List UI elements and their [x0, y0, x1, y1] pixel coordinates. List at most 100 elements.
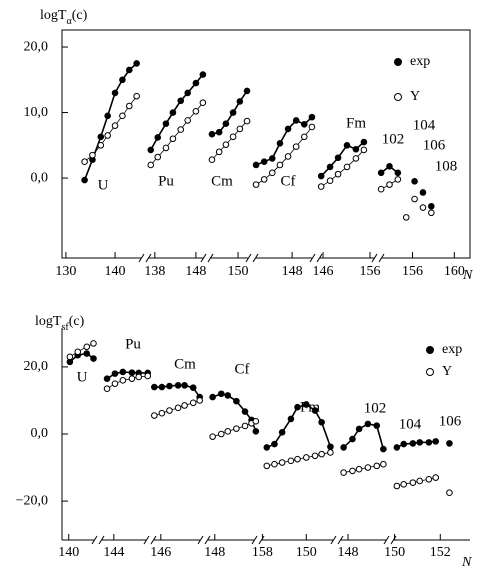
axis-break	[309, 253, 316, 263]
data-point	[263, 462, 271, 470]
x-tick-label: 152	[430, 545, 451, 560]
data-point	[174, 404, 182, 412]
data-point	[119, 368, 127, 376]
data-point	[326, 163, 334, 171]
data-point	[302, 401, 310, 408]
data-point	[349, 435, 356, 443]
data-point	[236, 125, 244, 133]
data-point	[233, 425, 240, 432]
axis-break	[150, 535, 157, 545]
x-tick-label: 140	[105, 264, 126, 279]
y-tick-label: 20,0	[24, 39, 49, 54]
group-label: U	[98, 177, 109, 193]
data-point	[222, 141, 230, 148]
data-point	[411, 195, 418, 203]
data-point	[209, 393, 216, 401]
data-point	[327, 449, 334, 456]
group-label: 104	[413, 117, 436, 133]
data-point	[119, 112, 126, 120]
data-point	[177, 126, 185, 133]
axis-break-gap	[374, 255, 382, 261]
data-point	[147, 146, 155, 154]
data-point	[326, 177, 334, 184]
data-point	[360, 138, 368, 146]
data-point	[419, 189, 427, 196]
y-axis-label-part: α	[66, 16, 72, 27]
data-point	[133, 92, 140, 100]
data-point	[428, 202, 435, 210]
data-point	[364, 464, 372, 471]
x-tick-label: 148	[282, 264, 303, 279]
axis-break-gap	[333, 537, 341, 543]
data-point	[224, 392, 232, 399]
data-point	[287, 457, 295, 465]
data-point	[300, 133, 308, 141]
data-point	[192, 79, 200, 87]
y-tick-label: 20,0	[24, 359, 49, 374]
axis-break	[197, 535, 204, 545]
data-point	[278, 459, 286, 466]
data-point	[66, 353, 74, 361]
group-label: Pu	[158, 173, 174, 189]
data-point	[169, 135, 177, 143]
data-point	[192, 107, 200, 115]
data-point	[300, 121, 308, 128]
data-point	[271, 440, 278, 448]
data-point	[318, 418, 325, 426]
data-point	[327, 443, 334, 451]
x-tick-label: 138	[144, 264, 165, 279]
data-point	[334, 170, 342, 178]
x-tick-label: 130	[55, 264, 76, 279]
axis-break	[378, 253, 385, 263]
data-point	[125, 102, 133, 110]
data-point	[252, 417, 260, 425]
group-label: Cf	[235, 361, 250, 377]
data-point	[409, 479, 417, 486]
plot-frame	[61, 29, 471, 259]
data-point	[111, 89, 119, 97]
data-point	[83, 343, 91, 351]
axis-break	[330, 535, 337, 545]
data-point	[128, 375, 136, 382]
data-point	[174, 382, 182, 389]
data-point	[260, 158, 268, 165]
data-point	[308, 113, 316, 121]
data-point	[263, 444, 271, 451]
data-point	[287, 415, 295, 423]
data-point	[243, 87, 251, 95]
data-point	[199, 71, 207, 78]
axis-break	[337, 535, 344, 545]
y-axis-label: logTα(c)	[40, 8, 88, 27]
x-tick-label: 148	[204, 545, 225, 560]
axis-break	[252, 253, 259, 263]
data-point	[355, 465, 363, 473]
group-label: 106	[423, 137, 446, 153]
data-point	[311, 452, 319, 460]
data-point	[181, 382, 188, 389]
data-point	[340, 469, 347, 476]
data-point	[104, 132, 111, 139]
data-point	[111, 380, 119, 387]
legend-label: exp	[410, 54, 430, 69]
data-point	[236, 98, 244, 105]
y-axis-label-part: (c)	[72, 8, 88, 23]
data-point	[380, 445, 387, 453]
group-label: Fm	[300, 399, 320, 415]
data-point	[208, 156, 216, 164]
axis-break	[91, 535, 98, 545]
y-axis-label-part: logT	[35, 314, 62, 329]
data-point	[364, 420, 372, 428]
legend-marker	[426, 346, 434, 354]
data-point	[394, 176, 402, 183]
axis-break	[138, 253, 145, 263]
group-label: 102	[382, 131, 405, 147]
x-tick-label: 150	[296, 545, 317, 560]
data-point	[386, 162, 393, 170]
data-point	[276, 140, 284, 147]
data-point	[377, 185, 385, 193]
data-point	[386, 181, 393, 188]
x-tick-label: 156	[360, 264, 381, 279]
data-point	[446, 489, 453, 497]
data-point	[241, 408, 249, 415]
data-point	[278, 429, 286, 436]
